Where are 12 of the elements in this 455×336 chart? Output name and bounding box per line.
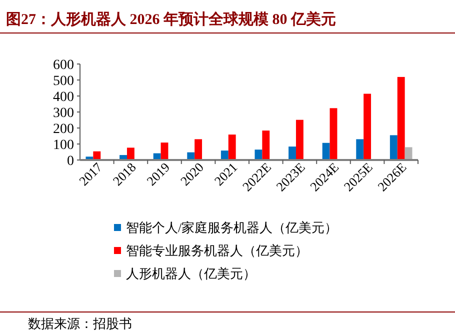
- source-note: 数据来源：招股书: [28, 316, 132, 331]
- y-tick-label: 600: [53, 58, 74, 73]
- y-tick-label: 200: [53, 122, 74, 137]
- y-tick-label: 500: [53, 74, 74, 89]
- legend-label: 人形机器人（亿美元）: [126, 266, 256, 281]
- title: 图27：人形机器人 2026 年预计全球规模 80 亿美元: [6, 12, 336, 28]
- y-tick-label: 300: [53, 106, 74, 121]
- y-tick-label: 100: [53, 138, 74, 153]
- legend-label: 智能专业服务机器人（亿美元）: [126, 243, 308, 258]
- y-tick-label: 400: [53, 90, 74, 105]
- legend-label: 智能个人/家庭服务机器人（亿美元）: [126, 220, 338, 235]
- y-tick-label: 0: [67, 154, 74, 169]
